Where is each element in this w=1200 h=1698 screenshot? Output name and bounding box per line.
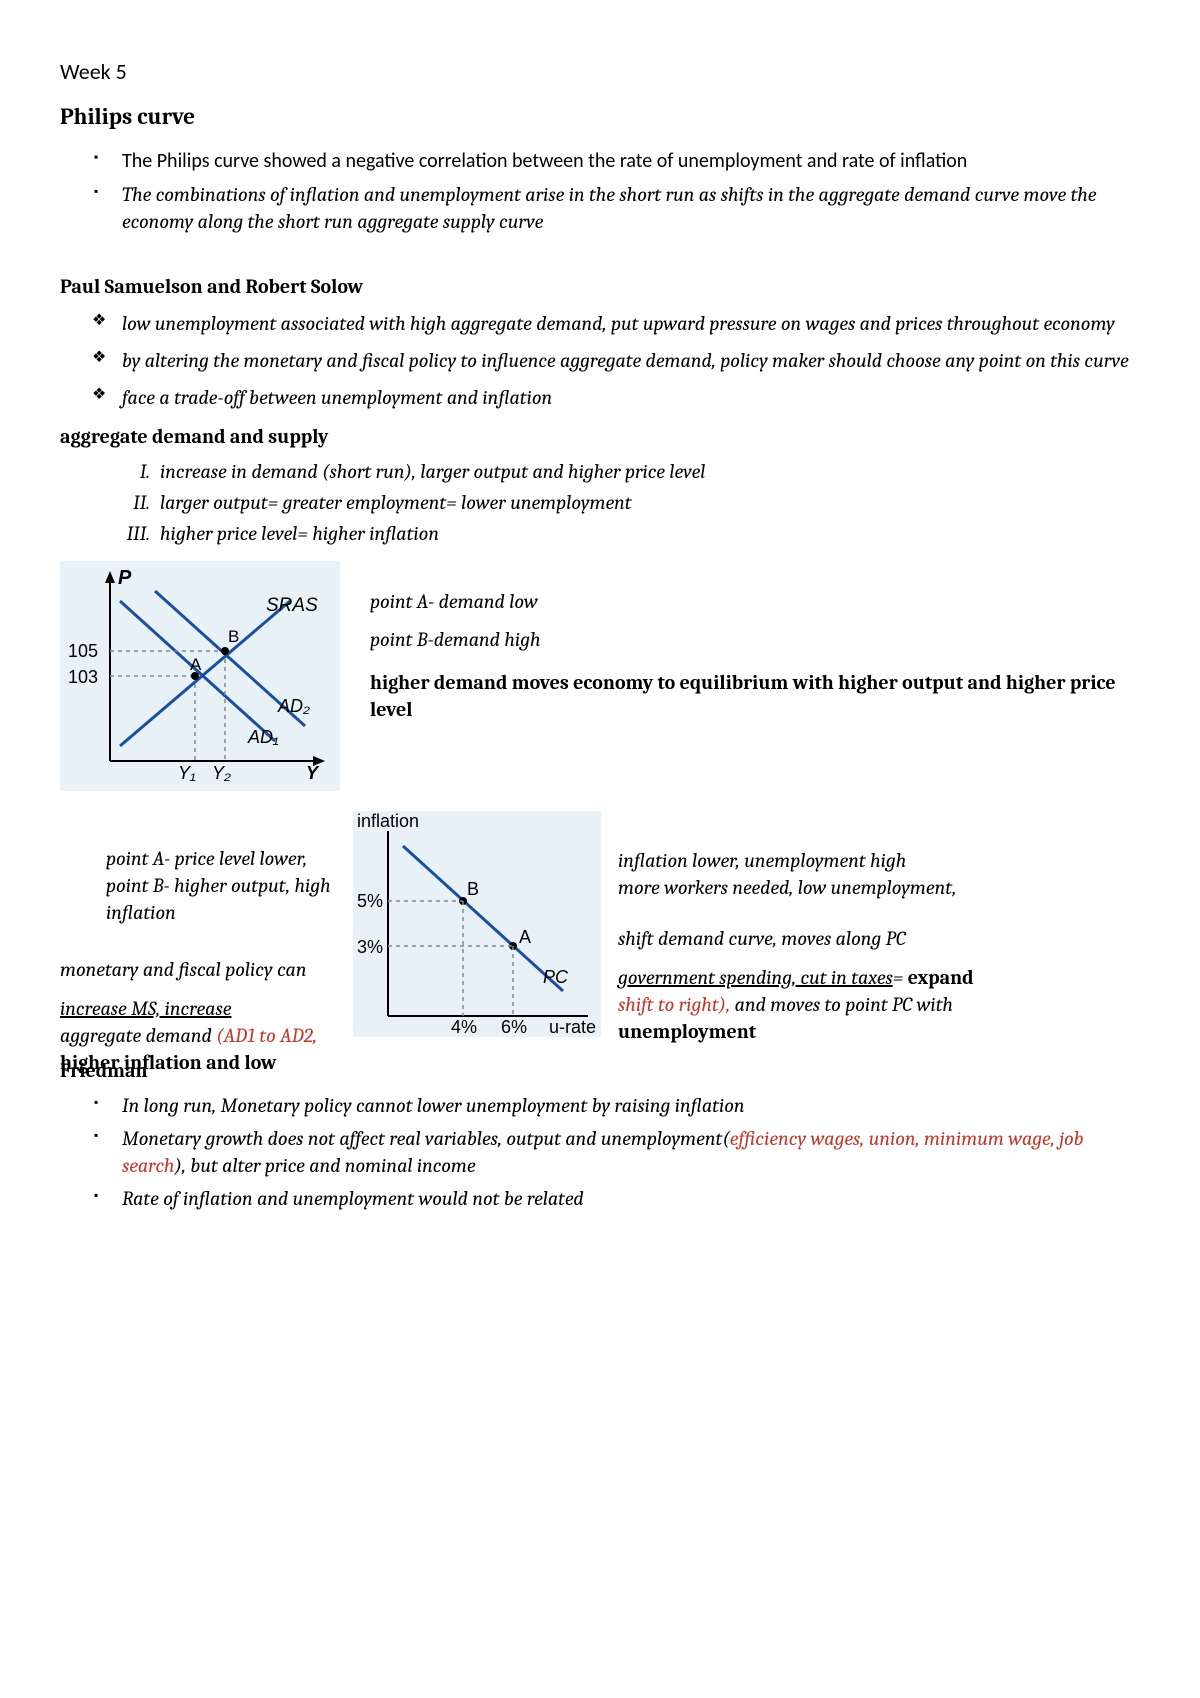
caption-line: point B-demand high xyxy=(370,625,1140,655)
list-item: increase in demand (short run), larger o… xyxy=(160,458,1140,485)
curve-label: SRAS xyxy=(266,595,318,617)
list-item: Rate of inflation and unemployment would… xyxy=(122,1185,1140,1212)
point-label: A xyxy=(190,655,201,675)
curve-label: PC xyxy=(543,967,568,988)
underlined-text: increase MS, increase xyxy=(60,997,231,1020)
tick-label: 105 xyxy=(68,641,98,662)
left-caption-lower: monetary and fiscal policy can increase … xyxy=(60,956,360,1076)
left-caption: point A- price level lower, point B- hig… xyxy=(106,845,346,926)
caption-bold: higher demand moves economy to equilibri… xyxy=(370,669,1140,723)
tick-label: Y₁ xyxy=(178,763,196,784)
underlined-text: government spending, cut in taxes xyxy=(618,966,893,989)
bold-text: higher inflation and low xyxy=(60,1049,360,1076)
tick-label: Y₂ xyxy=(212,763,231,784)
tick-label: 103 xyxy=(68,667,98,688)
phillips-row: point A- price level lower, point B- hig… xyxy=(60,811,1140,1041)
tick-label: 5% xyxy=(357,891,383,912)
list-item: Monetary growth does not affect real var… xyxy=(122,1125,1140,1179)
axis-label: P xyxy=(118,567,131,590)
list-item: larger output= greater employment= lower… xyxy=(160,489,1140,516)
page: Week 5 Philips curve The Philips curve s… xyxy=(0,0,1200,1698)
section-heading: aggregate demand and supply xyxy=(60,425,1140,448)
intro-list: The Philips curve showed a negative corr… xyxy=(60,148,1140,235)
ad-as-chart: P 105 103 SRAS AD₁ AD₂ A B Y₁ Y₂ Y xyxy=(60,561,340,791)
tick-label: 6% xyxy=(501,1017,527,1038)
bold-text: unemployment xyxy=(618,1018,1138,1045)
curve-label: AD₂ xyxy=(278,696,310,717)
chart1-caption: point A- demand low point B-demand high … xyxy=(370,561,1140,723)
section-heading: Paul Samuelson and Robert Solow xyxy=(60,275,1140,298)
curve-label: AD₁ xyxy=(248,727,279,748)
tick-label: 4% xyxy=(451,1017,477,1038)
list-item: low unemployment associated with high ag… xyxy=(122,310,1140,337)
chart1-row: P 105 103 SRAS AD₁ AD₂ A B Y₁ Y₂ Y point… xyxy=(60,561,1140,791)
intro-item: The combinations of inflation and unempl… xyxy=(122,181,1140,235)
red-text: shift to right), xyxy=(618,993,730,1016)
friedman-list: In long run, Monetary policy cannot lowe… xyxy=(60,1092,1140,1212)
tick-label: 3% xyxy=(357,937,383,958)
point-label: B xyxy=(467,879,479,900)
caption-line: point A- demand low xyxy=(370,587,1140,617)
axis-label: u-rate xyxy=(549,1017,596,1038)
red-text: (AD1 to AD2, xyxy=(216,1024,317,1047)
ad-as-list: increase in demand (short run), larger o… xyxy=(60,458,1140,547)
phillips-chart: inflation 5% 3% B A PC 4% 6% u-rate xyxy=(353,811,601,1037)
axis-label: Y xyxy=(306,763,318,784)
right-caption: inflation lower, unemployment high more … xyxy=(618,847,1138,1045)
list-item: by altering the monetary and fiscal poli… xyxy=(122,347,1140,374)
list-item: face a trade-off between unemployment an… xyxy=(122,384,1140,411)
week-label: Week 5 xyxy=(60,58,1140,85)
point-label: A xyxy=(519,927,531,948)
list-item: higher price level= higher inflation xyxy=(160,520,1140,547)
page-title: Philips curve xyxy=(60,103,1140,130)
point-label: B xyxy=(228,627,239,647)
list-item: In long run, Monetary policy cannot lowe… xyxy=(122,1092,1140,1119)
intro-item: The Philips curve showed a negative corr… xyxy=(122,148,1140,175)
axis-label: inflation xyxy=(357,811,419,832)
bold-text: expand xyxy=(908,966,974,989)
samuelson-list: low unemployment associated with high ag… xyxy=(60,310,1140,411)
